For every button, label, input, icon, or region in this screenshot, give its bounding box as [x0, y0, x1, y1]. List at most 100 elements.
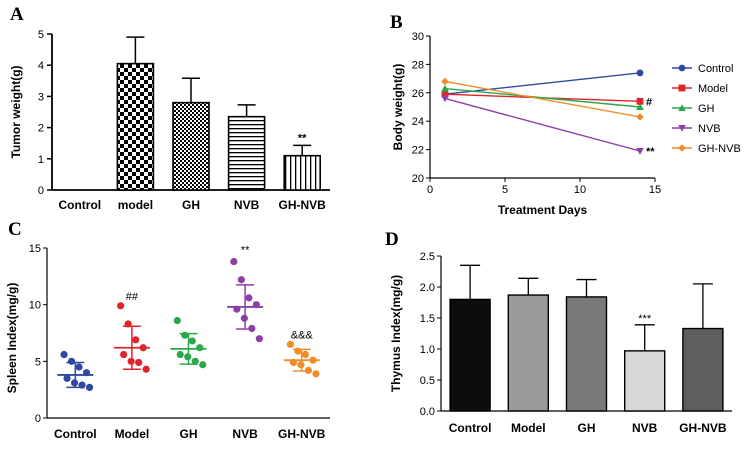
data-point	[67, 357, 76, 365]
data-point	[230, 258, 238, 266]
x-tick-label: 0	[427, 184, 433, 196]
panel-label-a: A	[10, 4, 24, 25]
y-axis-title: Body weight(g)	[391, 64, 405, 151]
data-point	[441, 77, 449, 86]
significance-label: &&&	[291, 329, 314, 341]
x-category-label: GH-NVB	[279, 198, 327, 212]
data-point	[85, 383, 94, 391]
y-tick-label: 4	[38, 60, 44, 72]
panel-label-b: B	[390, 12, 403, 33]
significance-label: **	[298, 132, 307, 144]
bar	[116, 62, 155, 191]
panel-c-spleen-index: 0 5 10 15 Spleen Index(mg/g) Control ## Model GH…	[5, 243, 330, 441]
bar	[172, 101, 210, 191]
y-tick-label: 5	[35, 356, 41, 368]
data-point	[117, 302, 125, 310]
y-axis-title: Tumor weight(g)	[9, 65, 23, 158]
legend-label: NVB	[698, 123, 721, 135]
significance-label: **	[646, 146, 655, 158]
y-tick-label: 2	[38, 123, 44, 135]
y-tick-label: 28	[412, 59, 424, 71]
x-category-label: GH	[180, 427, 198, 441]
data-point	[176, 350, 184, 359]
x-category-label: Model	[511, 421, 546, 435]
data-point	[441, 95, 449, 103]
panel-label-d: D	[385, 229, 399, 250]
y-tick-label: 0	[35, 413, 41, 425]
x-category-label: NVB	[632, 421, 658, 435]
y-tick-label: 3	[38, 91, 44, 103]
x-axis-title: Treatment Days	[498, 203, 588, 217]
legend-label: GH	[698, 103, 715, 115]
data-point	[142, 365, 150, 373]
x-category-label: Model	[115, 427, 150, 441]
data-point	[636, 97, 644, 105]
x-category-label: model	[118, 198, 153, 212]
bar	[507, 294, 549, 412]
data-point	[255, 335, 263, 343]
data-point	[188, 337, 196, 345]
data-point	[196, 344, 204, 352]
data-point	[286, 340, 295, 348]
data-point	[301, 350, 310, 359]
y-tick-label: 2.0	[420, 282, 435, 294]
data-point	[135, 358, 143, 367]
x-category-label: GH	[182, 198, 200, 212]
data-point	[63, 374, 71, 382]
panel-a-tumor-weight: 0 1 2 3 4 5 Tumor weight(g) Control model GH NVB **…	[9, 29, 330, 212]
y-axis-title: Thymus Index(mg/g)	[389, 275, 403, 392]
x-category-label: Control	[449, 421, 492, 435]
y-tick-label: 1.0	[420, 344, 435, 356]
panel-label-c: C	[8, 219, 22, 240]
bar	[565, 296, 608, 412]
data-point	[312, 370, 320, 378]
data-point	[199, 361, 207, 369]
data-point	[191, 357, 199, 365]
y-tick-label: 26	[412, 88, 424, 100]
y-tick-label: 2.5	[420, 251, 435, 263]
x-tick-label: 5	[502, 184, 508, 196]
panel-b-body-weight: 20 22 24 26 28 30 0 5 10 15 Treatment Days Body wei…	[391, 31, 741, 217]
series-line	[444, 97, 641, 152]
panel-d-thymus-index: 0.0 0.5 1.0 1.5 2.0 2.5 Thymus Index(mg/g) Cont…	[389, 251, 732, 435]
y-tick-label: 10	[29, 300, 41, 312]
y-tick-label: 30	[412, 31, 424, 43]
data-point	[173, 316, 181, 325]
data-point	[636, 69, 644, 77]
x-category-label: GH-NVB	[679, 421, 727, 435]
data-point	[245, 294, 253, 302]
data-point	[636, 113, 644, 121]
significance-label: ***	[638, 313, 652, 325]
series-line	[444, 80, 641, 118]
y-tick-label: 22	[412, 145, 424, 157]
x-category-label: NVB	[232, 427, 258, 441]
series-line	[444, 87, 641, 108]
y-tick-label: 0	[38, 185, 44, 197]
bar	[449, 298, 491, 412]
x-category-label: Control	[58, 198, 101, 212]
data-point	[181, 331, 189, 339]
data-point	[441, 84, 449, 92]
legend-label: Control	[698, 63, 733, 75]
legend-marker	[678, 64, 686, 72]
legend-label: GH-NVB	[698, 143, 741, 155]
x-tick-label: 15	[649, 184, 661, 196]
x-category-label: Control	[54, 427, 97, 441]
y-axis-title: Spleen Index(mg/g)	[5, 283, 19, 394]
significance-label: ##	[126, 291, 139, 303]
data-point	[636, 147, 644, 155]
significance-label: #	[646, 96, 652, 108]
y-tick-label: 1	[38, 154, 44, 166]
bar	[624, 350, 666, 412]
bar	[682, 327, 724, 412]
significance-label: **	[241, 245, 250, 257]
data-point	[636, 103, 644, 111]
bar	[283, 154, 322, 191]
legend-marker	[678, 124, 686, 132]
y-tick-label: 0.0	[420, 406, 435, 418]
legend-marker	[678, 84, 686, 92]
x-category-label: GH	[578, 421, 596, 435]
data-point	[60, 350, 68, 359]
y-tick-label: 15	[29, 243, 41, 255]
data-point	[120, 350, 128, 359]
